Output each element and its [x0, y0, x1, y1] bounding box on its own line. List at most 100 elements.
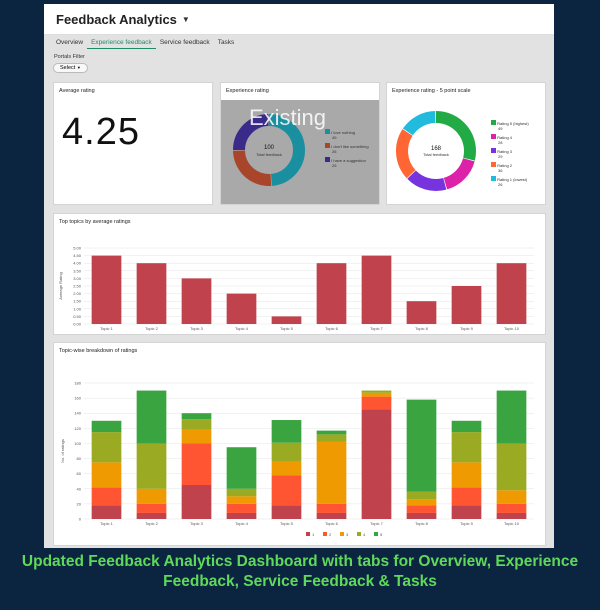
image-caption: Updated Feedback Analytics Dashboard wit… — [21, 553, 579, 590]
legend-label: 5 — [380, 532, 383, 537]
stacked-bar-segment[interactable] — [451, 487, 482, 506]
x-tick-label: Topic 5 — [280, 326, 293, 331]
stacked-bar-segment[interactable] — [181, 413, 212, 420]
stacked-bar-segment[interactable] — [271, 461, 302, 476]
stacked-bar-segment[interactable] — [136, 488, 167, 504]
stacked-bar-segment[interactable] — [226, 496, 257, 504]
tab-overview[interactable]: Overview — [56, 39, 84, 46]
stacked-bar-segment[interactable] — [316, 434, 347, 442]
stacked-bar-segment[interactable] — [181, 429, 212, 444]
bar[interactable] — [91, 255, 122, 324]
stacked-bar-segment[interactable] — [91, 420, 122, 433]
stacked-bar-segment[interactable] — [226, 447, 257, 489]
legend-label: Rating 2 — [496, 163, 513, 168]
stacked-bar-segment[interactable] — [91, 462, 122, 488]
bar[interactable] — [451, 286, 482, 324]
stacked-bar-segment[interactable] — [271, 475, 302, 506]
bar[interactable] — [361, 255, 392, 324]
stacked-bar-segment[interactable] — [496, 512, 527, 519]
stacked-bar-segment[interactable] — [451, 432, 482, 463]
stacked-bar-segment[interactable] — [316, 430, 347, 435]
x-tick-label: Topic 4 — [235, 521, 248, 526]
donut-slice[interactable] — [268, 114, 305, 186]
donut-slice[interactable] — [443, 157, 475, 190]
bar[interactable] — [496, 263, 527, 324]
stacked-bar-segment[interactable] — [406, 499, 437, 506]
x-tick-label: Topic 1 — [100, 521, 113, 526]
donut-slice[interactable] — [233, 114, 269, 151]
stacked-bar-segment[interactable] — [91, 505, 122, 519]
bar[interactable] — [271, 316, 302, 324]
stacked-bar-segment[interactable] — [406, 399, 437, 492]
stacked-bar-segment[interactable] — [226, 512, 257, 519]
stacked-bar-segment[interactable] — [226, 488, 257, 497]
experience-center-value: 100 — [264, 145, 275, 151]
stacked-bar-segment[interactable] — [361, 396, 392, 410]
stacked-bar-segment[interactable] — [406, 491, 437, 500]
x-tick-label: Topic 3 — [190, 326, 203, 331]
legend-swatch — [491, 162, 496, 167]
x-tick-label: Topic 2 — [145, 521, 158, 526]
stacked-bar-segment[interactable] — [316, 503, 347, 513]
chevron-down-icon[interactable]: ▼ — [181, 14, 190, 24]
x-tick-label: Topic 4 — [235, 326, 248, 331]
stacked-bar-segment[interactable] — [181, 443, 212, 485]
x-tick-label: Topic 7 — [370, 521, 383, 526]
top-topics-title: Top topics by average ratings — [59, 219, 131, 225]
stacked-bar-segment[interactable] — [136, 390, 167, 444]
stacked-bar-segment[interactable] — [316, 441, 347, 504]
x-tick-label: Topic 9 — [460, 521, 473, 526]
tab-service-feedback[interactable]: Service feedback — [159, 39, 210, 46]
tab-tasks[interactable]: Tasks — [217, 39, 235, 46]
bar[interactable] — [226, 293, 257, 324]
x-tick-label: Topic 5 — [280, 521, 293, 526]
stacked-bar-segment[interactable] — [451, 462, 482, 488]
stacked-bar-segment[interactable] — [451, 420, 482, 433]
stacked-bar-segment[interactable] — [496, 443, 527, 491]
stacked-bar-segment[interactable] — [496, 503, 527, 513]
legend-label: Rating 3 — [496, 149, 513, 154]
stacked-bar-segment[interactable] — [496, 490, 527, 504]
stacked-bar-segment[interactable] — [136, 443, 167, 489]
stacked-bar-segment[interactable] — [226, 503, 257, 513]
stacked-bar-segment[interactable] — [181, 419, 212, 430]
stacked-bar-segment[interactable] — [361, 392, 392, 397]
donut-slice[interactable] — [407, 170, 447, 191]
five-point-center-label: Total feedback — [423, 152, 449, 157]
stacked-bar-segment[interactable] — [136, 503, 167, 513]
donut-slice[interactable] — [402, 111, 436, 136]
stacked-bar-segment[interactable] — [271, 420, 302, 443]
stacked-bar-segment[interactable] — [91, 487, 122, 506]
donut-slice[interactable] — [233, 150, 272, 186]
stacked-bar-segment[interactable] — [451, 505, 482, 519]
bar[interactable] — [406, 301, 437, 324]
bar[interactable] — [181, 278, 212, 324]
portals-filter-select[interactable]: Select ▼ — [53, 63, 88, 73]
stacked-bar-segment[interactable] — [316, 512, 347, 519]
donut-slice[interactable] — [396, 129, 416, 179]
bar[interactable] — [136, 263, 167, 324]
legend-swatch — [491, 134, 496, 139]
experience-rating-title: Experience rating — [226, 88, 269, 94]
five-point-legend-item: Rating 2 36 — [491, 162, 512, 173]
tab-experience-feedback[interactable]: Experience feedback — [87, 36, 156, 49]
stacked-bar-segment[interactable] — [496, 390, 527, 444]
y-axis-label: No. of ratings — [60, 439, 65, 463]
bar[interactable] — [316, 263, 347, 324]
stacked-bar-segment[interactable] — [271, 505, 302, 519]
stacked-bar-segment[interactable] — [361, 409, 392, 519]
stacked-bar-segment[interactable] — [91, 432, 122, 463]
y-tick-label: 1.00 — [73, 306, 82, 311]
legend-value: 26 — [498, 182, 503, 187]
stacked-bar-segment[interactable] — [271, 442, 302, 462]
x-tick-label: Topic 1 — [100, 326, 113, 331]
stacked-bar-segment[interactable] — [406, 505, 437, 513]
stacked-bar-segment[interactable] — [406, 512, 437, 519]
legend-label: 1 — [312, 532, 315, 537]
donut-slice[interactable] — [435, 111, 476, 161]
stacked-bar-segment[interactable] — [181, 485, 212, 519]
stacked-bar-segment[interactable] — [361, 390, 392, 393]
stacked-bar-segment[interactable] — [136, 512, 167, 519]
legend-swatch — [325, 143, 330, 148]
average-rating-value: 4.25 — [62, 111, 140, 153]
